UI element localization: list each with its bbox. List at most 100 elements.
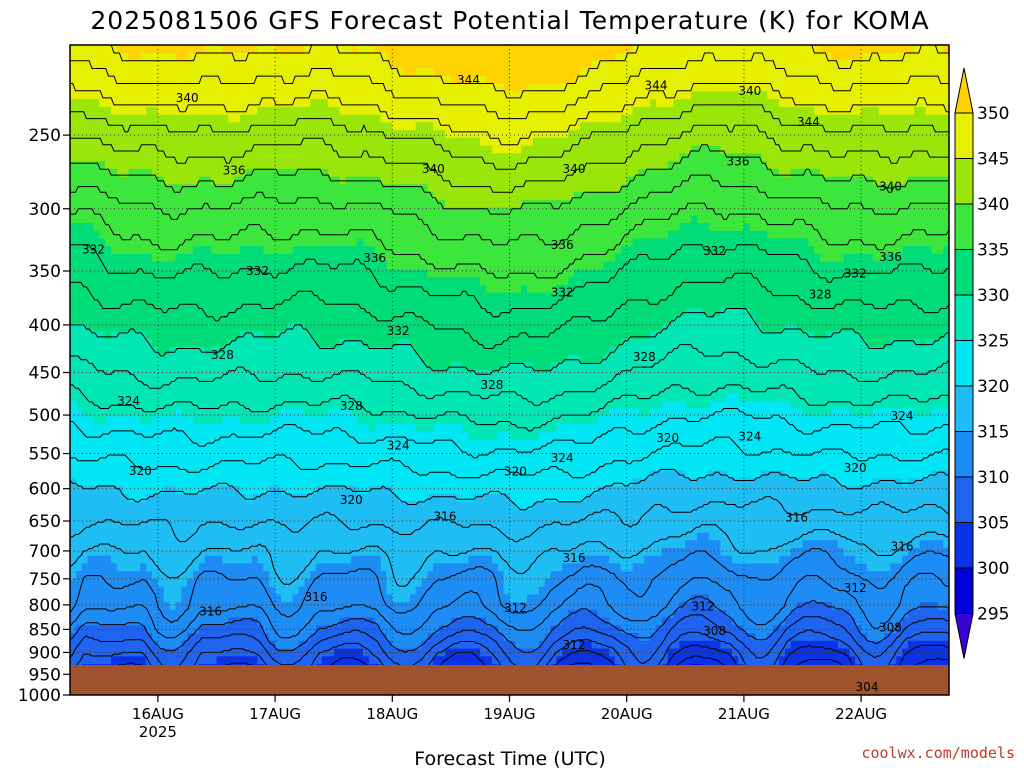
contour-label-9: 340	[879, 180, 902, 194]
isentrope-332	[70, 272, 949, 349]
contour-label-20: 328	[211, 348, 234, 362]
contour-label-26: 324	[387, 438, 410, 452]
colorbar-swatch-305	[954, 476, 974, 523]
contour-label-13: 336	[551, 238, 574, 252]
contour-label-23: 324	[117, 394, 140, 408]
contour-label-15: 336	[879, 250, 902, 264]
x-tick-label-21AUG: 21AUG	[718, 705, 770, 723]
isentrope-348	[70, 52, 949, 120]
y-tick-label-800: 800	[29, 596, 61, 616]
isentrope-308	[70, 614, 949, 671]
contour-label-21: 328	[633, 350, 656, 364]
x-axis-label: Forecast Time (UTC)	[414, 748, 605, 768]
y-tick-label-550: 550	[29, 445, 61, 465]
colorbar-label-335: 335	[977, 241, 1009, 261]
isentrope-316	[70, 524, 949, 587]
isentrope-340	[70, 144, 949, 215]
x-tick-sublabel-16AUG: 2025	[139, 723, 177, 741]
contour-label-39: 316	[305, 590, 328, 604]
y-tick-label-350: 350	[29, 262, 61, 282]
isentrope-330	[70, 308, 949, 375]
y-tick-label-250: 250	[29, 126, 61, 146]
contour-label-36: 316	[891, 539, 914, 553]
filled-contours	[70, 45, 949, 695]
isentrope-318	[70, 496, 949, 543]
contour-label-34: 316	[434, 510, 457, 524]
isentrope-314	[70, 548, 949, 624]
colorbar-arrow-bottom	[954, 613, 974, 659]
colorbar: 350 345 340 335 330 325 320 315 310 305 300 295	[954, 67, 1009, 659]
x-tick-label-19AUG: 19AUG	[484, 705, 536, 723]
isentrope-338	[70, 174, 949, 246]
colorbar-swatch-300	[954, 522, 974, 569]
colorbar-label-300: 300	[977, 559, 1009, 579]
contour-label-35: 316	[785, 510, 808, 524]
contour-label-5: 336	[223, 164, 246, 178]
contour-label-3: 340	[738, 84, 761, 98]
contour-label-12: 336	[363, 251, 386, 265]
colorbar-arrow-top	[954, 67, 974, 114]
contour-label-42: 316	[199, 604, 222, 618]
y-tick-label-900: 900	[29, 643, 61, 663]
x-tick-label-22AUG: 22AUG	[835, 705, 887, 723]
contour-label-33: 320	[340, 493, 363, 507]
source-credit: coolwx.com/models	[861, 744, 1015, 762]
colorbar-swatch-320	[954, 340, 974, 387]
isentrope-320	[70, 468, 949, 511]
colorbar-swatch-295	[954, 567, 974, 614]
y-tick-label-850: 850	[29, 620, 61, 640]
contour-label-17: 332	[844, 266, 867, 280]
isentrope-322	[70, 436, 949, 479]
contour-label-24: 328	[340, 399, 363, 413]
contour-label-14: 332	[703, 244, 726, 258]
contour-label-44: 308	[879, 621, 902, 635]
x-tick-label-16AUG: 16AUG	[132, 705, 184, 723]
colorbar-swatch-345	[954, 112, 974, 159]
contour-label-28: 324	[738, 429, 761, 443]
y-axis: 250 300 350 400 450 500 550 600 650 700 750 800 850 9…	[18, 126, 70, 706]
colorbar-label-315: 315	[977, 423, 1009, 443]
x-tick-label-17AUG: 17AUG	[249, 705, 301, 723]
contour-label-0: 340	[176, 91, 199, 105]
y-tick-label-300: 300	[29, 200, 61, 220]
contour-label-46: 304	[856, 680, 879, 694]
chart-title: 2025081506 GFS Forecast Potential Temper…	[90, 6, 929, 35]
colorbar-swatch-315	[954, 385, 974, 432]
contour-label-1: 344	[457, 73, 480, 87]
contour-label-22: 328	[480, 378, 503, 392]
grid-lines	[70, 45, 949, 695]
contour-label-30: 320	[129, 464, 152, 478]
y-tick-label-500: 500	[29, 406, 61, 426]
y-tick-label-450: 450	[29, 364, 61, 384]
contour-label-4: 344	[797, 115, 820, 129]
contour-label-37: 316	[563, 551, 586, 565]
y-tick-label-700: 700	[29, 542, 61, 562]
contour-label-29: 324	[551, 451, 574, 465]
contour-labels: 340 344 344 340 344 336 340 340 336 340 332 332 336 3…	[82, 73, 914, 694]
contour-label-27: 320	[656, 431, 679, 445]
colorbar-label-330: 330	[977, 286, 1009, 306]
y-tick-label-750: 750	[29, 570, 61, 590]
isentrope-346	[70, 83, 949, 146]
contour-label-6: 340	[422, 162, 445, 176]
colorbar-label-345: 345	[977, 150, 1009, 170]
x-tick-label-18AUG: 18AUG	[366, 705, 418, 723]
colorbar-label-295: 295	[977, 605, 1009, 625]
contour-label-38: 312	[844, 581, 867, 595]
colorbar-swatch-335	[954, 203, 974, 250]
isentrope-342	[70, 124, 949, 193]
isentrope-334	[70, 244, 949, 318]
colorbar-swatch-325	[954, 294, 974, 341]
colorbar-label-350: 350	[977, 104, 1009, 124]
contour-label-32: 320	[844, 461, 867, 475]
ground	[70, 665, 949, 695]
contour-label-2: 344	[645, 78, 668, 92]
x-tick-label-20AUG: 20AUG	[601, 705, 653, 723]
colorbar-label-340: 340	[977, 195, 1009, 215]
y-tick-label-650: 650	[29, 512, 61, 532]
contour-label-41: 312	[691, 599, 714, 613]
contour-label-40: 312	[504, 601, 527, 615]
contour-label-7: 340	[563, 162, 586, 176]
contour-label-19: 332	[387, 324, 410, 338]
